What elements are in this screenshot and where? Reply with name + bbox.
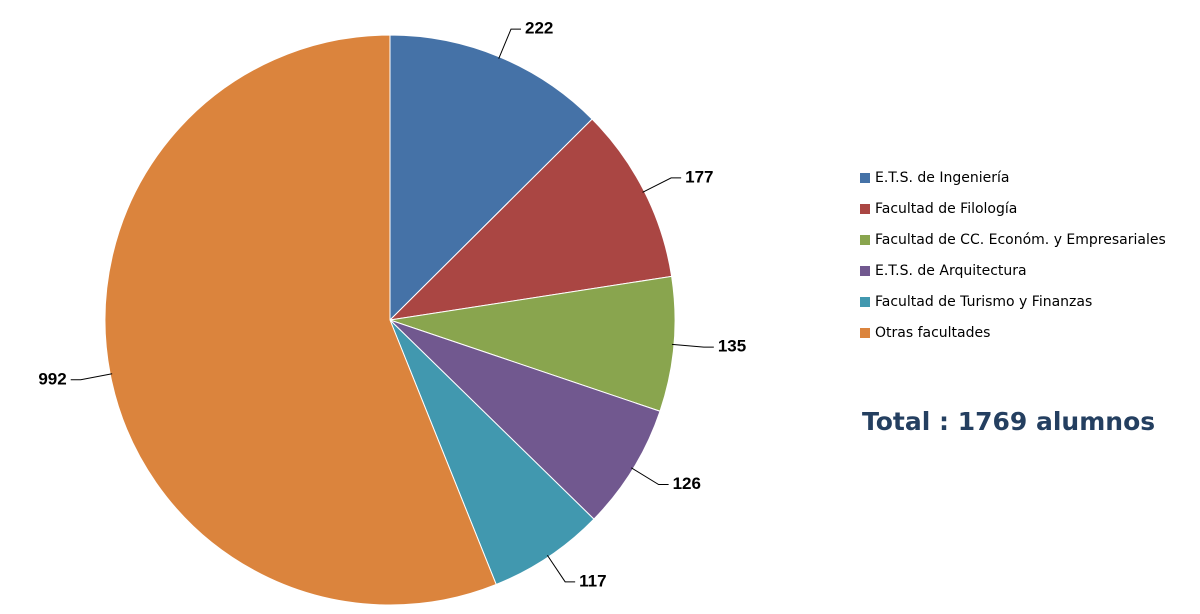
legend-swatch: [860, 204, 870, 214]
leader-line: [70, 373, 113, 381]
legend-label: Facultad de CC. Económ. y Empresariales: [875, 232, 1166, 248]
leader-line: [642, 177, 682, 193]
legend-swatch: [860, 173, 870, 183]
data-label: 992: [38, 369, 66, 388]
legend-label: Facultad de Filología: [875, 201, 1017, 217]
leader-line: [671, 343, 714, 348]
leader-line: [546, 554, 576, 583]
data-label: 222: [525, 19, 553, 38]
legend-label: Otras facultades: [875, 325, 990, 341]
legend-label: E.T.S. de Arquitectura: [875, 263, 1027, 279]
data-label: 177: [685, 167, 713, 186]
legend-swatch: [860, 297, 870, 307]
legend-swatch: [860, 266, 870, 276]
leader-line: [498, 28, 521, 59]
legend-label: E.T.S. de Ingeniería: [875, 170, 1009, 186]
data-label: 135: [718, 337, 746, 356]
data-label: 126: [673, 474, 701, 493]
legend-swatch: [860, 328, 870, 338]
total-annotation: Total : 1769 alumnos: [862, 407, 1155, 436]
legend-label: Facultad de Turismo y Finanzas: [875, 294, 1092, 310]
leader-line: [631, 467, 669, 486]
data-label: 117: [579, 571, 606, 590]
legend-swatch: [860, 235, 870, 245]
